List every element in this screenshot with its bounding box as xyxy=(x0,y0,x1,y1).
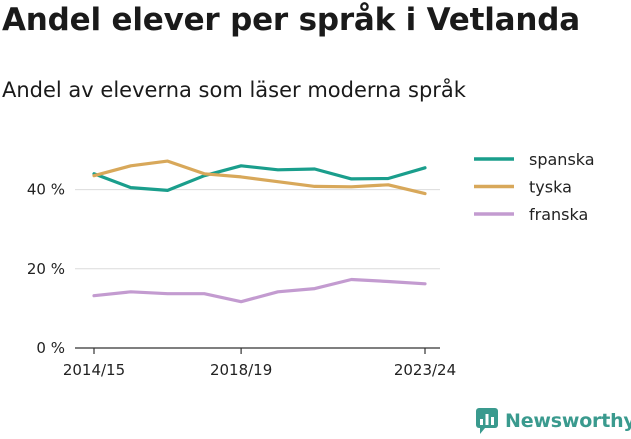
series-line-tyska xyxy=(92,159,427,196)
y-tick-label: 0 % xyxy=(36,339,65,357)
brand-name: Newsworthy xyxy=(505,410,631,432)
x-tick-label: 2023/24 xyxy=(394,361,456,379)
newsworthy-chart-icon xyxy=(476,408,498,434)
brand-logo: Newsworthy xyxy=(476,408,631,434)
x-tick-label: 2014/15 xyxy=(63,361,125,379)
legend-label-spanska: spanska xyxy=(529,150,595,169)
y-tick-label: 20 % xyxy=(27,260,65,278)
series-line-spanska xyxy=(92,164,427,192)
x-tick-label: 2018/19 xyxy=(210,361,272,379)
y-tick-label: 40 % xyxy=(27,181,65,199)
legend-label-franska: franska xyxy=(529,205,588,224)
series-line-franska xyxy=(92,277,427,304)
legend-label-tyska: tyska xyxy=(529,178,572,197)
chart-title: Andel elever per språk i Vetlanda xyxy=(2,2,580,38)
chart-subtitle: Andel av eleverna som läser moderna språ… xyxy=(2,78,466,102)
